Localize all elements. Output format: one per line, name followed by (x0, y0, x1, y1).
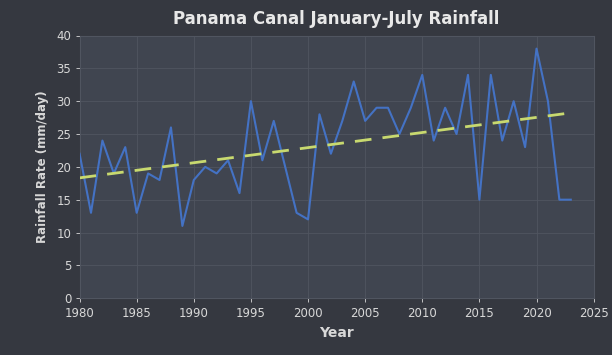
Y-axis label: Rainfall Rate (mm/day): Rainfall Rate (mm/day) (36, 91, 50, 243)
X-axis label: Year: Year (319, 327, 354, 340)
Title: Panama Canal January-July Rainfall: Panama Canal January-July Rainfall (173, 10, 500, 28)
